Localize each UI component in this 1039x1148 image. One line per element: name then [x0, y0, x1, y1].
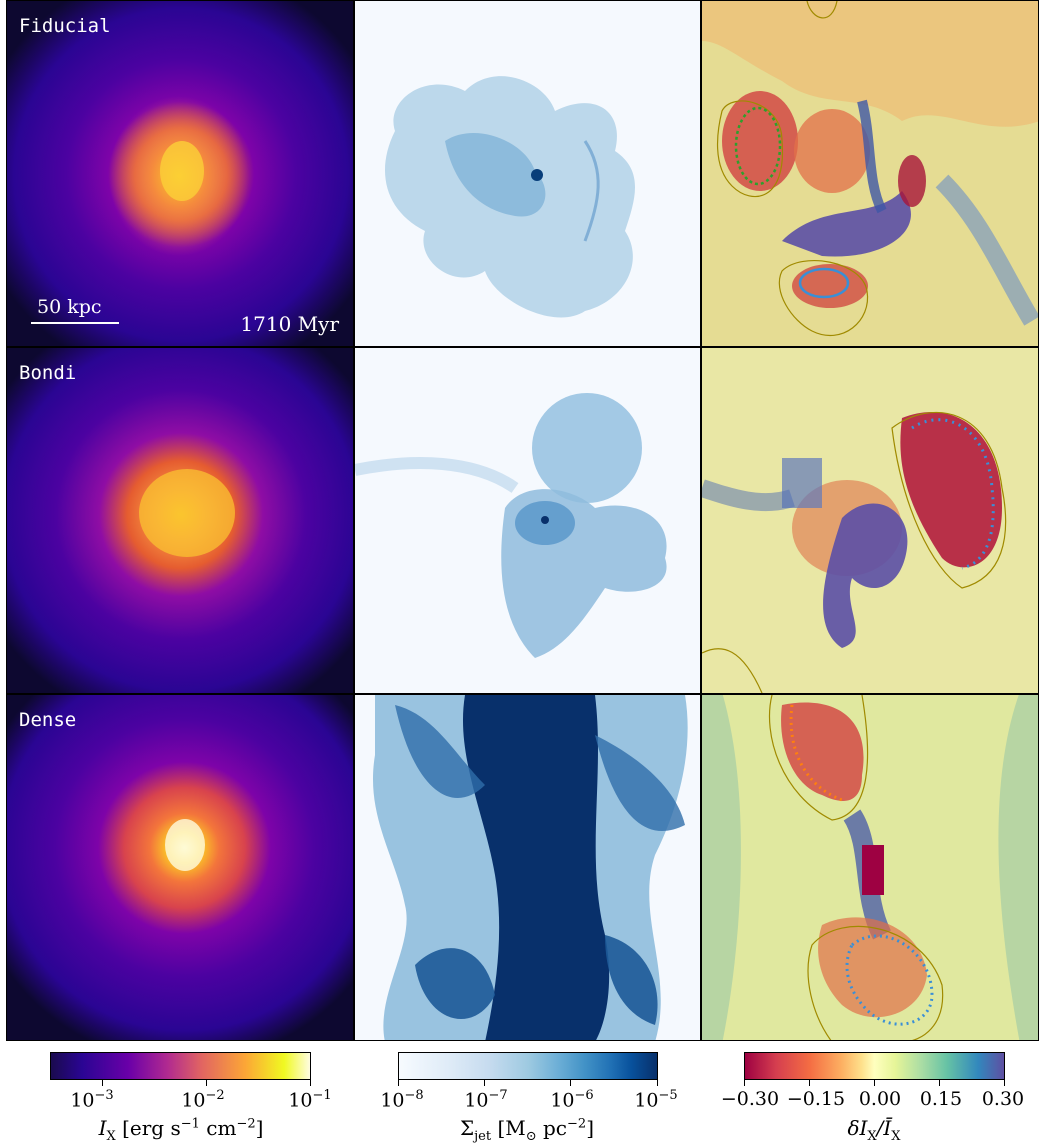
jet-image-dense — [373, 695, 688, 1040]
xray-image-fiducial — [7, 1, 353, 346]
row-label-fiducial: Fiducial — [19, 15, 111, 37]
jet-image-fiducial — [385, 76, 635, 318]
tick — [874, 1080, 875, 1086]
residual-panel-fiducial — [701, 0, 1039, 347]
tick — [570, 1080, 571, 1086]
residual-image-bondi — [702, 348, 1038, 693]
tick-label-residual-4: 0.30 — [981, 1088, 1025, 1110]
residual-panel-dense — [701, 694, 1039, 1041]
tick-label-jet-0: 10−8 — [380, 1088, 424, 1112]
scale-bar-label: 50 kpc — [37, 296, 102, 318]
xray-panel-fiducial: Fiducial 50 kpc 1710 Myr — [6, 0, 354, 347]
residual-panel-bondi — [701, 347, 1039, 694]
residual-image-dense — [702, 695, 1038, 1040]
tick-label-residual-3: 0.15 — [919, 1088, 963, 1110]
tick — [484, 1080, 485, 1086]
tick — [657, 1080, 658, 1086]
tick-label-jet-1: 10−7 — [464, 1088, 508, 1112]
colorbar-jet — [398, 1052, 658, 1080]
tick-label-residual-1: −0.15 — [786, 1088, 846, 1110]
time-label: 1710 Myr — [240, 312, 339, 336]
xray-panel-dense: Dense — [6, 694, 354, 1041]
tick-label-xray-1: 10−2 — [181, 1088, 225, 1112]
tick-label-xray-2: 10−1 — [288, 1088, 332, 1112]
tick — [310, 1080, 311, 1086]
tick — [1004, 1080, 1005, 1086]
residual-image-fiducial — [702, 1, 1038, 346]
scale-bar — [31, 322, 119, 324]
colorbar-label-jet: Σjet [M⊙ pc−2] — [460, 1116, 594, 1144]
xray-image-bondi — [7, 348, 353, 693]
colorbar-residual — [744, 1052, 1005, 1080]
tick — [744, 1080, 745, 1086]
tick — [102, 1080, 103, 1086]
jet-panel-bondi — [354, 347, 701, 694]
tick — [809, 1080, 810, 1086]
row-label-dense: Dense — [19, 709, 77, 731]
tick-label-jet-2: 10−6 — [550, 1088, 594, 1112]
tick-label-residual-0: −0.30 — [720, 1088, 780, 1110]
xray-panel-bondi: Bondi — [6, 347, 354, 694]
figure-grid: Fiducial 50 kpc 1710 Myr — [6, 0, 1039, 1041]
xray-image-dense — [7, 695, 353, 1040]
tick — [939, 1080, 940, 1086]
jet-image-bondi — [355, 393, 667, 658]
tick — [206, 1080, 207, 1086]
tick-label-residual-2: 0.00 — [858, 1088, 902, 1110]
tick — [398, 1080, 399, 1086]
jet-panel-fiducial — [354, 0, 701, 347]
row-label-bondi: Bondi — [19, 362, 77, 384]
tick-label-jet-3: 10−5 — [634, 1088, 678, 1112]
tick-label-xray-0: 10−3 — [70, 1088, 114, 1112]
colorbar-label-residual: δIX/ĪX — [847, 1116, 901, 1144]
colorbar-label-xray: IX [erg s−1 cm−2] — [98, 1116, 264, 1144]
jet-panel-dense — [354, 694, 701, 1041]
colorbar-xray — [50, 1052, 311, 1080]
